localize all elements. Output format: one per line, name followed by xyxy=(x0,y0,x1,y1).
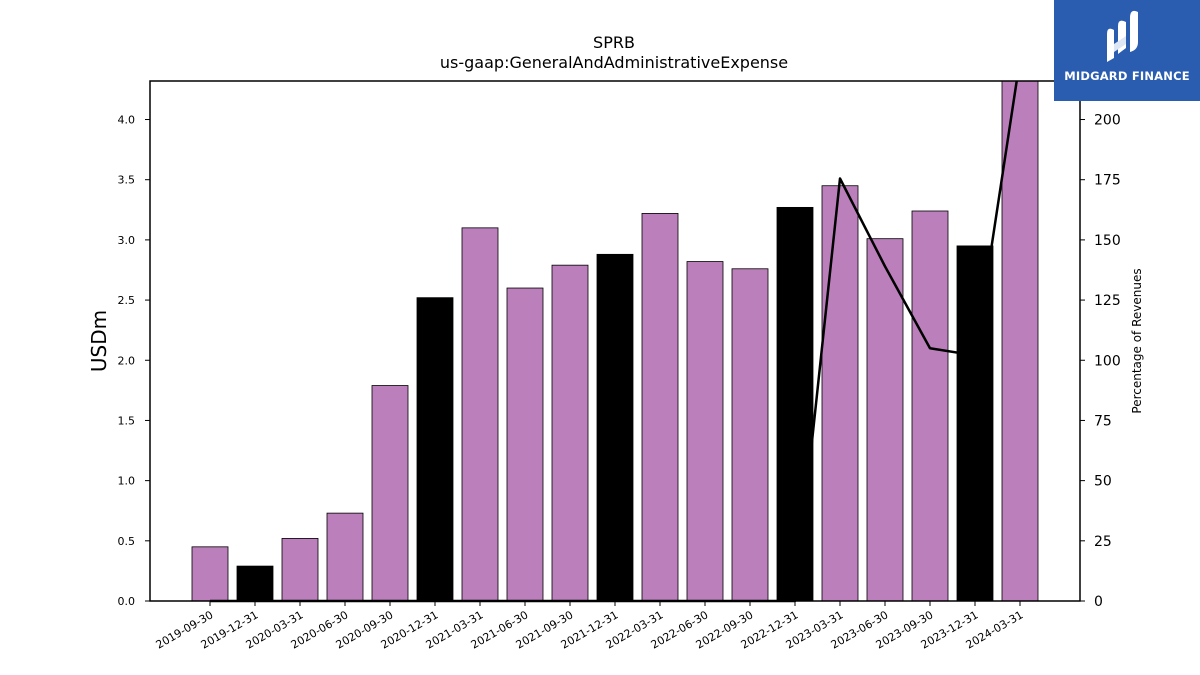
bar-2022-06-30 xyxy=(686,261,724,602)
y2-tick-label: 125 xyxy=(1094,293,1121,309)
y2-axis-label: Percentage of Revenues xyxy=(1130,268,1144,413)
bar-2020-03-31 xyxy=(281,538,319,602)
y-tick-label: 2.0 xyxy=(118,354,136,367)
bar-2022-12-31 xyxy=(776,206,814,602)
bar-2020-06-30 xyxy=(326,512,364,602)
chart-subtitle: us-gaap:GeneralAndAdministrativeExpense xyxy=(440,53,788,72)
y-tick-label: 1.0 xyxy=(118,475,136,488)
bar-group xyxy=(191,80,1039,602)
x-axis: 2019-09-302019-12-312020-03-312020-06-30… xyxy=(154,601,1026,652)
y-tick-label: 3.5 xyxy=(118,174,136,187)
bar-2020-12-31 xyxy=(416,297,454,602)
y-tick-label: 1.5 xyxy=(118,414,136,427)
bar-2023-12-31 xyxy=(956,245,994,602)
bar-2024-03-31 xyxy=(1001,80,1039,602)
bar-2022-03-31 xyxy=(641,213,679,602)
y-axis-label: USDm xyxy=(87,310,111,372)
y2-tick-label: 0 xyxy=(1094,594,1103,610)
bar-2019-09-30 xyxy=(191,546,229,602)
y2-tick-label: 175 xyxy=(1094,173,1121,189)
chart-title: SPRB xyxy=(593,33,635,52)
midgard-finance-logo: MIDGARD FINANCE xyxy=(1054,0,1200,101)
y-tick-label: 3.0 xyxy=(118,234,136,247)
bar-2023-03-31 xyxy=(821,185,859,602)
y2-tick-label: 50 xyxy=(1094,474,1112,490)
bar-2022-09-30 xyxy=(731,268,769,602)
y2-tick-label: 200 xyxy=(1094,113,1121,129)
bar-2020-09-30 xyxy=(371,385,409,602)
y2-tick-label: 25 xyxy=(1094,534,1112,550)
logo-mark-icon xyxy=(1107,10,1138,63)
bar-2021-09-30 xyxy=(551,264,589,602)
bar-2019-12-31 xyxy=(236,565,274,602)
bar-2021-06-30 xyxy=(506,287,544,602)
y-tick-label: 2.5 xyxy=(118,294,136,307)
bar-2021-03-31 xyxy=(461,227,499,602)
y-tick-label: 4.0 xyxy=(118,114,136,127)
y2-tick-label: 150 xyxy=(1094,233,1121,249)
logo-text: MIDGARD FINANCE xyxy=(1064,69,1190,83)
y-tick-label: 0.0 xyxy=(118,595,136,608)
bar-2023-06-30 xyxy=(866,238,904,602)
y-axis-left: 0.0 0.5 1.0 1.5 2.0 2.5 3.0 3.5 4.0 xyxy=(118,114,150,608)
y2-tick-label: 75 xyxy=(1094,413,1112,429)
bar-2021-12-31 xyxy=(596,253,634,602)
bar-2023-09-30 xyxy=(911,210,949,602)
y2-tick-label: 100 xyxy=(1094,353,1121,369)
y-tick-label: 0.5 xyxy=(118,535,136,548)
y-axis-right: 0 25 50 75 100 125 150 175 200 xyxy=(1080,113,1121,610)
